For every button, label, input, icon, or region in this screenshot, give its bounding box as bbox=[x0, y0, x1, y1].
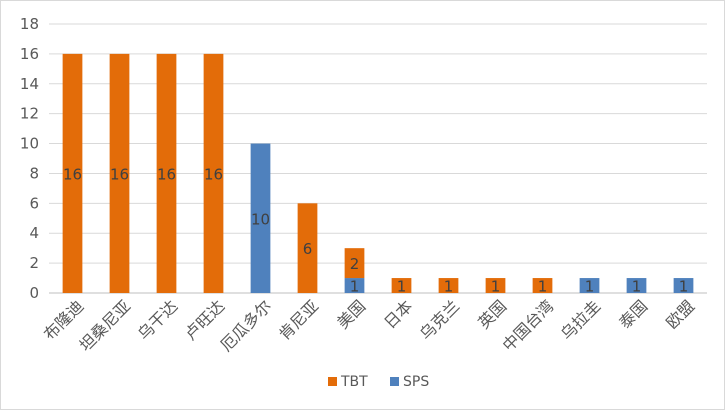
bar-tbt bbox=[438, 278, 459, 293]
bar-sps bbox=[626, 278, 647, 293]
x-category-label: 英国 bbox=[474, 296, 510, 332]
bars bbox=[62, 53, 694, 294]
y-tick-label: 6 bbox=[29, 194, 39, 212]
x-category-label: 乌拉圭 bbox=[557, 296, 604, 343]
bar-tbt bbox=[391, 278, 412, 293]
data-label: 16 bbox=[204, 165, 223, 183]
gridlines bbox=[49, 23, 707, 294]
legend-swatch-sps bbox=[390, 377, 399, 386]
data-label: 10 bbox=[251, 210, 270, 228]
x-category-label: 日本 bbox=[380, 296, 416, 332]
bar-tbt bbox=[344, 248, 365, 279]
y-axis-tick-labels: 0 2 4 6 8 10 12 14 16 18 bbox=[20, 15, 39, 302]
y-tick-label: 10 bbox=[20, 135, 39, 153]
x-category-label: 厄瓜多尔 bbox=[217, 296, 276, 355]
y-tick-label: 8 bbox=[29, 164, 39, 182]
data-label: 1 bbox=[444, 278, 454, 296]
x-category-label: 乌克兰 bbox=[416, 296, 463, 343]
y-tick-label: 12 bbox=[20, 105, 39, 123]
y-tick-label: 2 bbox=[29, 254, 39, 272]
x-category-label: 肯尼亚 bbox=[275, 296, 322, 343]
legend-label-tbt: TBT bbox=[340, 374, 368, 390]
legend-label-sps: SPS bbox=[403, 374, 429, 390]
y-tick-label: 16 bbox=[20, 45, 39, 63]
x-category-label: 乌干达 bbox=[134, 296, 181, 343]
bar-sps bbox=[579, 278, 600, 293]
bar-tbt bbox=[156, 53, 177, 294]
legend-swatch-tbt bbox=[328, 377, 337, 386]
bar-tbt bbox=[109, 53, 130, 294]
x-category-label: 坦桑尼亚 bbox=[76, 296, 135, 355]
bar-tbt bbox=[62, 53, 83, 294]
data-label: 6 bbox=[303, 240, 313, 258]
bar-sps bbox=[344, 278, 365, 293]
x-category-label: 美国 bbox=[333, 296, 369, 332]
y-tick-label: 4 bbox=[29, 224, 39, 242]
data-label: 16 bbox=[110, 165, 129, 183]
x-category-label: 泰国 bbox=[615, 296, 651, 332]
data-labels: 16 16 16 16 10 6 1 2 1 1 1 1 1 1 1 bbox=[63, 165, 688, 295]
data-label: 2 bbox=[350, 255, 360, 273]
x-category-label: 中国台湾 bbox=[499, 296, 558, 355]
data-label: 1 bbox=[491, 278, 501, 296]
data-label: 1 bbox=[350, 278, 360, 296]
bar-sps bbox=[673, 278, 694, 293]
bar-tbt bbox=[532, 278, 553, 293]
bar-sps bbox=[250, 143, 271, 293]
data-label: 1 bbox=[397, 278, 407, 296]
bar-tbt bbox=[297, 203, 318, 293]
data-label: 16 bbox=[63, 165, 82, 183]
y-tick-label: 0 bbox=[29, 284, 39, 302]
data-label: 1 bbox=[585, 278, 595, 296]
data-label: 1 bbox=[632, 278, 642, 296]
y-tick-label: 18 bbox=[20, 15, 39, 33]
bar-tbt bbox=[485, 278, 506, 293]
data-label: 16 bbox=[157, 165, 176, 183]
x-category-label: 欧盟 bbox=[662, 296, 698, 332]
legend: TBT SPS bbox=[328, 374, 429, 390]
y-tick-label: 14 bbox=[20, 75, 39, 93]
data-label: 1 bbox=[538, 278, 548, 296]
bar-tbt bbox=[203, 53, 224, 294]
data-label: 1 bbox=[679, 278, 689, 296]
